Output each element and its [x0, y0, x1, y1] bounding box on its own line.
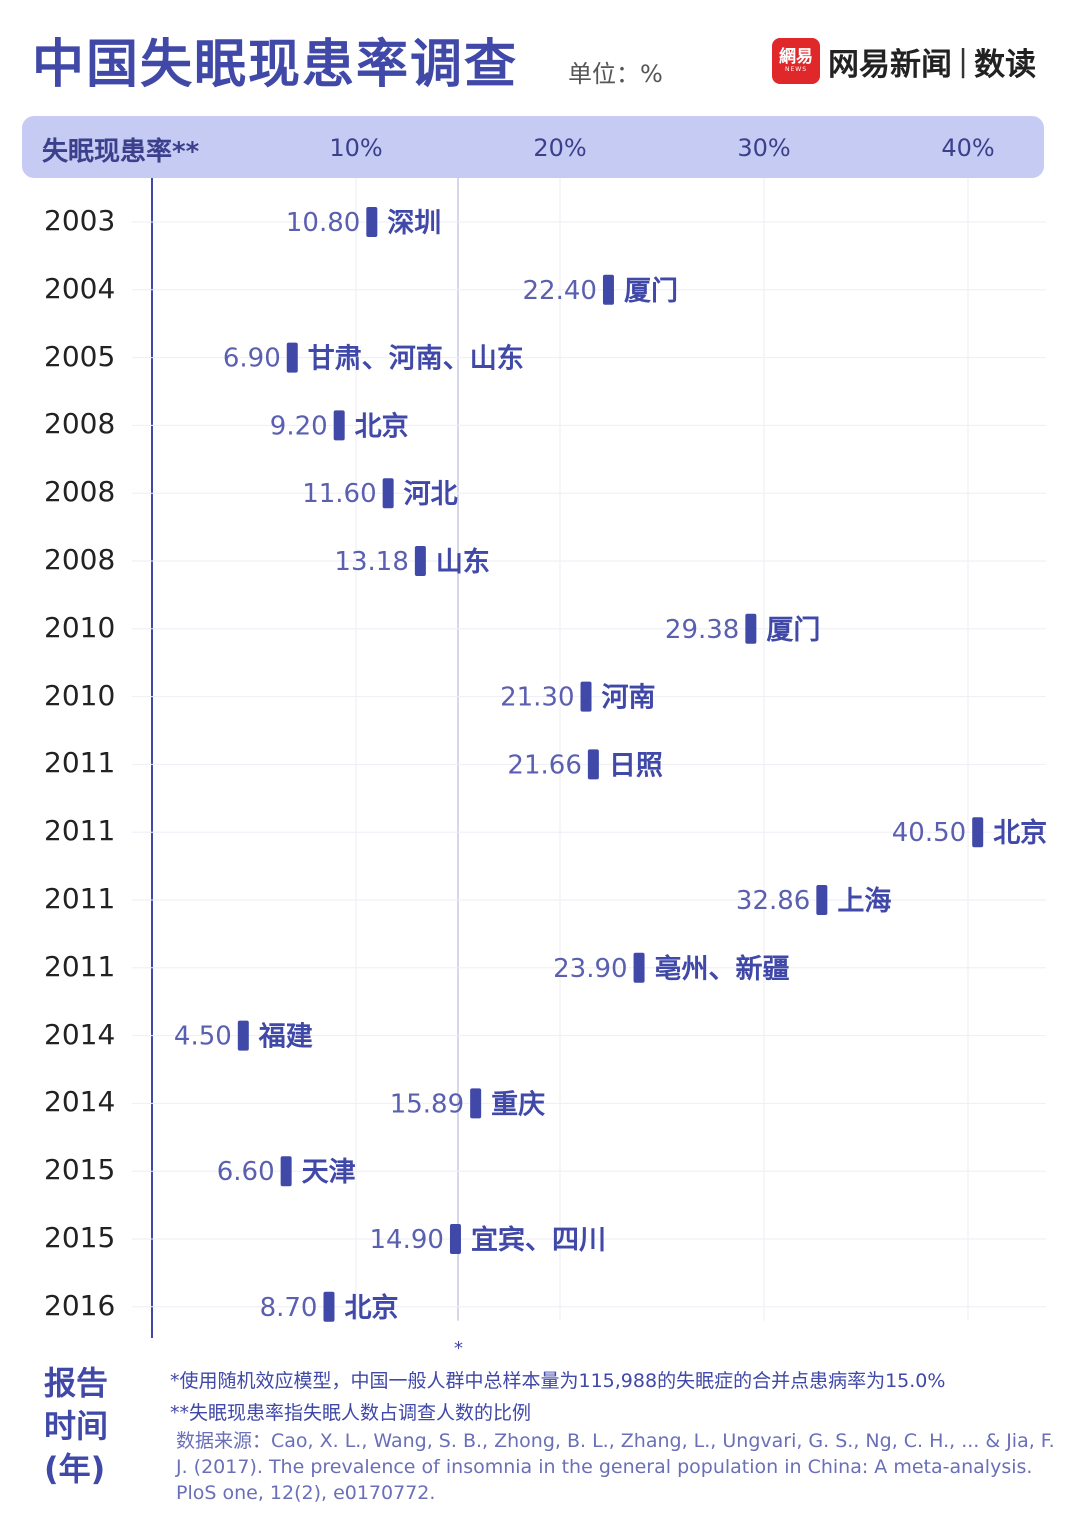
note-random-effects: *使用随机效应模型，中国一般人群中总样本量为115,988的失眠症的合并点患病率…	[170, 1370, 946, 1392]
note-definition: **失眠现患率指失眠人数占调查人数的比例	[170, 1402, 532, 1424]
x-tick-label: 40%	[941, 134, 995, 162]
data-source: 数据来源：Cao, X. L., Wang, S. B., Zhong, B. …	[176, 1430, 1055, 1504]
year-label: 2010	[44, 678, 116, 712]
value-label: 29.38	[665, 615, 739, 645]
data-marker	[816, 885, 828, 915]
region-label: 甘肃、河南、山东	[308, 343, 524, 375]
value-label: 11.60	[302, 479, 376, 509]
logo-text: 網易	[779, 47, 813, 67]
value-label: 40.50	[892, 818, 966, 848]
data-marker	[366, 207, 378, 237]
brand-name: 网易新闻	[828, 46, 952, 83]
region-label: 山东	[436, 546, 490, 578]
region-label: 河南	[602, 683, 656, 714]
value-label: 13.18	[334, 547, 408, 577]
data-marker	[237, 1020, 249, 1051]
region-label: 日照	[609, 750, 663, 781]
y-axis-label-line: 时间	[44, 1407, 109, 1445]
region-label: 福建	[258, 1022, 313, 1053]
year-label: 2008	[44, 475, 116, 509]
brand-separator: |	[958, 43, 969, 79]
region-label: 北京	[344, 1292, 398, 1324]
data-marker	[286, 342, 298, 373]
value-label: 32.86	[736, 886, 810, 916]
value-label: 21.66	[507, 750, 581, 780]
y-axis-label: 报告 时间 (年)	[44, 1362, 114, 1491]
value-label: 10.80	[286, 208, 360, 238]
value-label: 8.70	[260, 1293, 318, 1323]
year-label: 2008	[44, 407, 116, 441]
region-label: 天津	[302, 1157, 356, 1188]
year-label: 2014	[44, 1085, 116, 1119]
value-label: 14.90	[370, 1225, 444, 1255]
region-label: 厦门	[766, 615, 820, 646]
logo-sub: NEWS	[784, 66, 808, 73]
data-marker	[633, 952, 645, 983]
dot-chart: 10.80 深圳 22.40 厦门 6.90 甘肃、河南、山东 9.20 北京 11.60 河北 1…	[132, 178, 1047, 1338]
value-label: 6.60	[217, 1157, 275, 1187]
value-label: 4.50	[174, 1022, 232, 1052]
data-marker	[382, 478, 394, 509]
year-label: 2015	[44, 1153, 116, 1187]
year-label: 2015	[44, 1221, 116, 1254]
region-label: 上海	[837, 886, 891, 917]
y-axis-label-line: 报告	[44, 1364, 109, 1402]
data-marker	[580, 681, 592, 712]
x-tick-label: 10%	[329, 134, 383, 162]
x-tick-label: 20%	[533, 134, 587, 162]
region-label: 深圳	[387, 208, 441, 239]
region-label: 亳州、新疆	[655, 953, 790, 985]
data-marker	[333, 410, 345, 441]
data-marker	[602, 274, 614, 305]
value-label: 15.89	[390, 1089, 464, 1119]
year-label: 2011	[44, 949, 116, 983]
value-label: 23.90	[553, 954, 627, 984]
year-label: 2008	[44, 543, 116, 576]
data-marker	[745, 613, 757, 644]
year-label: 2011	[44, 814, 116, 848]
region-label: 北京	[355, 410, 409, 442]
x-tick-label: 30%	[737, 134, 791, 162]
data-marker	[414, 546, 426, 576]
value-label: 21.30	[500, 683, 574, 713]
year-label: 2011	[44, 746, 116, 780]
year-label: 2010	[44, 610, 116, 644]
year-label: 2016	[44, 1288, 116, 1322]
region-label: 重庆	[491, 1088, 545, 1120]
data-marker	[470, 1088, 482, 1119]
data-marker	[587, 749, 599, 780]
value-label: 9.20	[270, 411, 328, 441]
x-axis-label: 失眠现患率**	[42, 137, 200, 167]
year-label: 2014	[44, 1017, 116, 1051]
brand: 網易 NEWS 网易新闻 | 数读	[772, 38, 1036, 84]
data-marker	[323, 1291, 335, 1322]
year-label: 2004	[44, 271, 116, 305]
value-label: 22.40	[523, 276, 597, 306]
region-label: 厦门	[624, 276, 678, 307]
year-label: 2003	[44, 204, 116, 237]
data-marker	[972, 817, 984, 848]
data-marker	[449, 1224, 461, 1254]
data-marker	[280, 1156, 292, 1187]
unit-label: 单位：%	[568, 60, 663, 88]
page-title: 中国失眠现患率调查	[32, 35, 519, 95]
value-label: 6.90	[223, 344, 281, 374]
brand-sub: 数读	[974, 46, 1037, 83]
year-label: 2011	[44, 882, 116, 915]
netease-logo-icon: 網易 NEWS	[772, 38, 820, 84]
region-label: 河北	[404, 479, 458, 510]
axis-header-band	[22, 116, 1044, 178]
region-label: 宜宾、四川	[471, 1224, 606, 1256]
reference-marker: *	[454, 1338, 463, 1359]
region-label: 北京	[993, 817, 1047, 849]
y-axis-label-line: (年)	[44, 1450, 106, 1488]
year-label: 2005	[44, 339, 116, 373]
